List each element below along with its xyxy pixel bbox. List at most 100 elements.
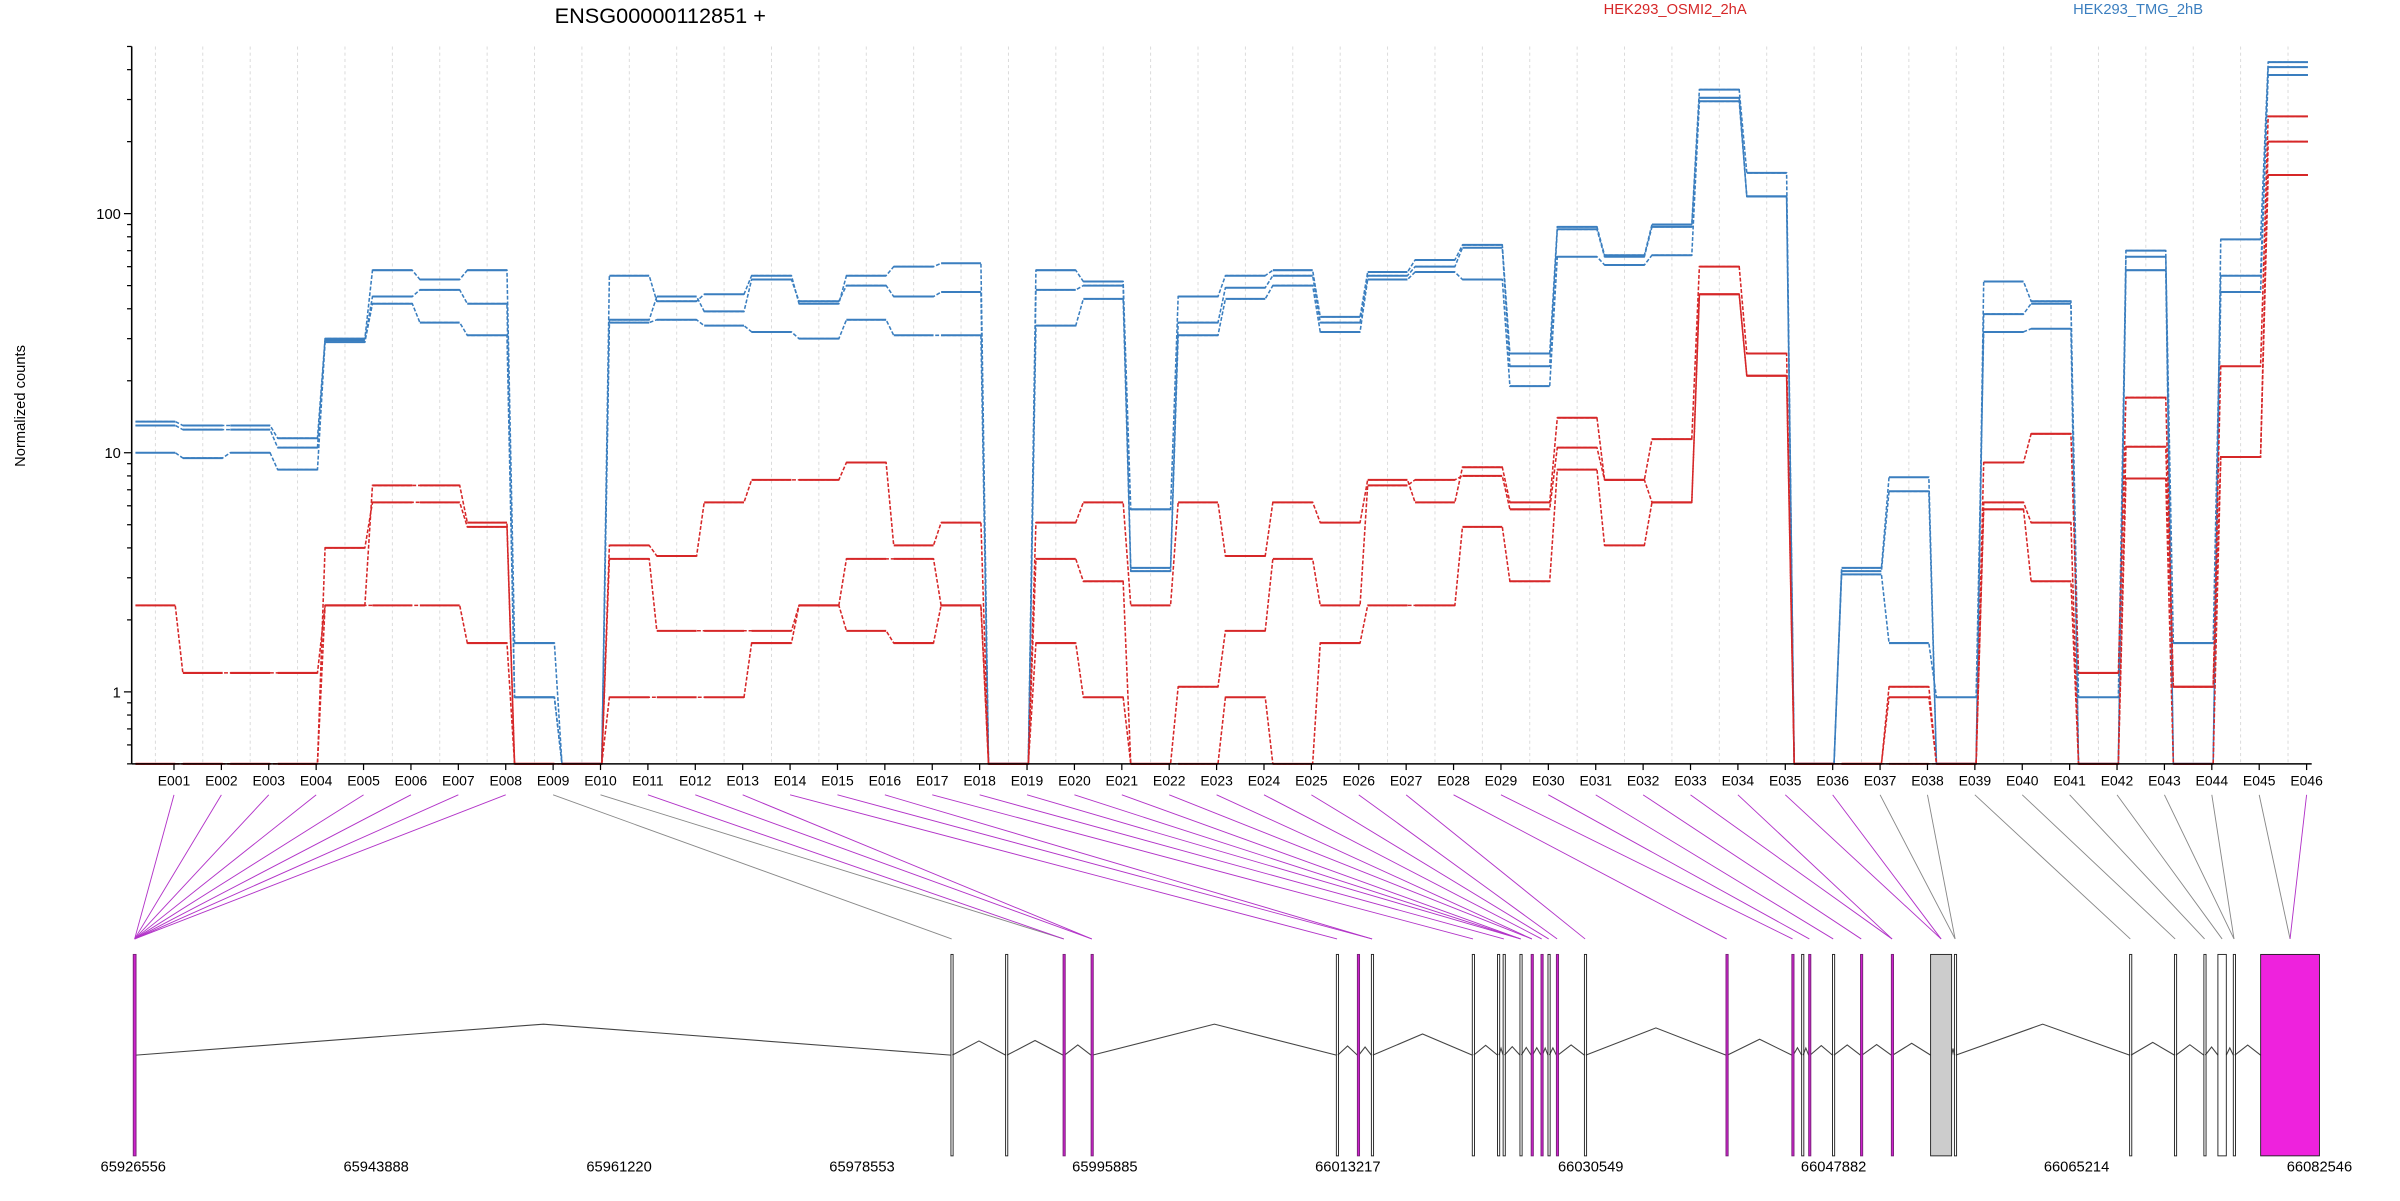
- exon-box: [1583, 953, 1588, 1157]
- exon-connectors: [134, 794, 2308, 940]
- exon-connector: [1737, 794, 1893, 940]
- exon-label: E040: [2006, 773, 2039, 789]
- exon-connector: [1121, 794, 1521, 940]
- exon-connector: [1074, 794, 1521, 940]
- exon-label: E043: [2148, 773, 2181, 789]
- exon-connector: [2289, 794, 2308, 939]
- intron-line: [1092, 1023, 1337, 1056]
- intron-line: [1532, 1046, 1542, 1056]
- coordinate-label: 65978553: [829, 1159, 894, 1175]
- gene-model: 65926556 65943888 65961220 65978553 65995885…: [101, 953, 2352, 1175]
- series-line: [135, 115, 2308, 765]
- exon-connector: [600, 794, 1064, 940]
- series-line: [135, 61, 2308, 765]
- exon-connector: [742, 794, 1092, 940]
- exon-label: E023: [1200, 773, 1233, 789]
- intron-line: [2204, 1046, 2219, 1056]
- y-tick-label: 1: [113, 685, 121, 701]
- exon-box: [1540, 953, 1544, 1157]
- exon-label: E033: [1674, 773, 1707, 789]
- exon-box: [2217, 953, 2227, 1157]
- series-line: [135, 174, 2308, 765]
- exon-connector: [552, 794, 952, 940]
- exon-label: E016: [869, 773, 902, 789]
- exon-connector: [2164, 794, 2235, 940]
- exon-connector: [1358, 794, 1558, 940]
- exon-label: E019: [1011, 773, 1044, 789]
- exon-connector: [1974, 794, 2131, 940]
- exon-connector: [695, 794, 1092, 940]
- exon-box: [1090, 953, 1094, 1157]
- exon-connector: [134, 794, 222, 940]
- exon-label: E008: [489, 773, 522, 789]
- exon-connector: [837, 794, 1373, 940]
- exon-connector: [1879, 794, 1956, 940]
- intron-line: [1372, 1033, 1473, 1056]
- exon-label: E032: [1627, 773, 1660, 789]
- exon-label: E036: [1816, 773, 1849, 789]
- plot-axes: 1 10 100 E001 E002 E003 E004 E005 E006 E007 E008 E0…: [96, 45, 2323, 789]
- legend-entry-tmg: HEK293_TMG_2hB: [2073, 2, 2203, 18]
- exon-label: E026: [1342, 773, 1375, 789]
- coordinate-label: 65926556: [101, 1159, 166, 1175]
- intron-line: [1809, 1044, 1833, 1056]
- exon-connector: [1784, 794, 1942, 940]
- exon-box: [1808, 953, 1812, 1157]
- exon-label: E014: [774, 773, 807, 789]
- exon-box: [1519, 953, 1523, 1157]
- exon-label: E031: [1579, 773, 1612, 789]
- exon-connector: [1169, 794, 1533, 940]
- exon-box: [1062, 953, 1066, 1157]
- exon-box: [1860, 953, 1864, 1157]
- series-line: [135, 74, 2308, 765]
- exon-connector: [2069, 794, 2205, 940]
- intron-line: [2175, 1044, 2205, 1056]
- exon-label: E006: [395, 773, 428, 789]
- intron-line: [1892, 1042, 1931, 1056]
- exon-connector: [2021, 794, 2176, 940]
- exon-label: E034: [1722, 773, 1755, 789]
- legend-entry-osmi2: HEK293_OSMI2_2hA: [1604, 2, 1747, 18]
- intron-line: [1557, 1044, 1585, 1056]
- y-axis-label: Normalized counts: [13, 345, 29, 467]
- coordinate-label: 65961220: [586, 1159, 651, 1175]
- exon-box: [950, 953, 954, 1157]
- intron-line: [1585, 1027, 1727, 1056]
- exon-box: [1005, 953, 1009, 1157]
- intron-line: [1337, 1045, 1358, 1056]
- intron-line: [2234, 1044, 2261, 1056]
- exon-box: [1530, 953, 1534, 1157]
- exon-connector: [1832, 794, 1942, 940]
- exon-label: E046: [2290, 773, 2323, 789]
- plot-grid: [154, 46, 2289, 764]
- intron-line: [1861, 1043, 1892, 1056]
- exon-label: E042: [2101, 773, 2134, 789]
- exon-connector: [1453, 794, 1727, 940]
- exon-box: [1356, 953, 1361, 1157]
- exon-label: E003: [252, 773, 285, 789]
- exon-connector: [1548, 794, 1810, 940]
- exon-box: [1547, 953, 1551, 1157]
- series-line: [135, 140, 2308, 765]
- intron-line: [2130, 1041, 2175, 1056]
- exon-label: E010: [584, 773, 617, 789]
- exon-box: [2173, 953, 2178, 1157]
- intron-line: [1358, 1046, 1372, 1056]
- exon-connector: [1405, 794, 1586, 940]
- exon-label: E001: [158, 773, 191, 789]
- coordinate-label: 65995885: [1072, 1159, 1137, 1175]
- exon-label: E022: [1153, 773, 1186, 789]
- exon-connector: [647, 794, 1064, 940]
- y-tick-label: 100: [96, 207, 121, 223]
- coordinate-label: 66082546: [2287, 1159, 2352, 1175]
- exon-label: E035: [1769, 773, 1802, 789]
- exon-connector: [1026, 794, 1521, 940]
- exon-connector: [134, 794, 412, 940]
- exon-label: E028: [1437, 773, 1470, 789]
- exon-connector: [134, 794, 459, 940]
- intron-line: [1727, 1038, 1793, 1056]
- exon-label: E039: [1959, 773, 1992, 789]
- exon-connector: [932, 794, 1474, 940]
